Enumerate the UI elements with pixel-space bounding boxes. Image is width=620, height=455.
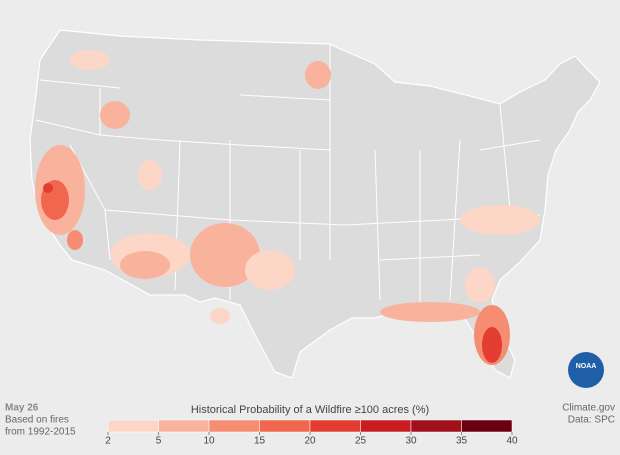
probability-areas	[35, 50, 540, 365]
hotspot	[138, 160, 162, 190]
legend-tick-label: 10	[203, 436, 215, 447]
hotspot	[120, 251, 170, 279]
legend-title: Historical Probability of a Wildfire ≥10…	[191, 404, 429, 416]
legend-tick-label: 2	[105, 436, 111, 447]
state-borders	[35, 44, 541, 305]
hotspot	[210, 308, 230, 324]
legend: 2 5 10 15 20 25 30 35 40	[105, 419, 518, 447]
source: Data: SPC	[568, 415, 615, 426]
legend-swatch	[107, 419, 159, 433]
hotspot	[100, 101, 130, 129]
legend-tick-label: 30	[405, 436, 417, 447]
credit: Climate.gov	[562, 403, 615, 414]
hotspot	[67, 230, 83, 250]
hotspot	[190, 223, 260, 287]
land-outline	[29, 29, 601, 379]
legend-swatch	[360, 419, 412, 433]
logo-text: NOAA	[576, 363, 597, 370]
note-line: Based on fires	[5, 415, 69, 426]
hotspot	[482, 327, 502, 363]
legend-tick-label: 40	[506, 436, 518, 447]
hotspot	[43, 183, 53, 193]
logo	[568, 352, 604, 388]
hotspot	[305, 61, 331, 89]
legend-swatch	[461, 419, 513, 433]
legend-swatch	[208, 419, 260, 433]
hotspot	[460, 205, 540, 235]
legend-swatch	[259, 419, 311, 433]
legend-swatch	[410, 419, 462, 433]
note-line: from 1992-2015	[5, 427, 76, 438]
date: May 26	[5, 403, 39, 414]
legend-swatch	[158, 419, 210, 433]
hotspot	[245, 250, 295, 290]
hotspot	[380, 302, 480, 322]
legend-tick-label: 15	[254, 436, 266, 447]
legend-tick-label: 35	[456, 436, 468, 447]
hotspot	[70, 50, 110, 70]
legend-tick-label: 25	[355, 436, 367, 447]
legend-tick-label: 20	[304, 436, 316, 447]
legend-swatch	[309, 419, 361, 433]
legend-tick-label: 5	[156, 436, 162, 447]
hotspot	[465, 267, 495, 303]
